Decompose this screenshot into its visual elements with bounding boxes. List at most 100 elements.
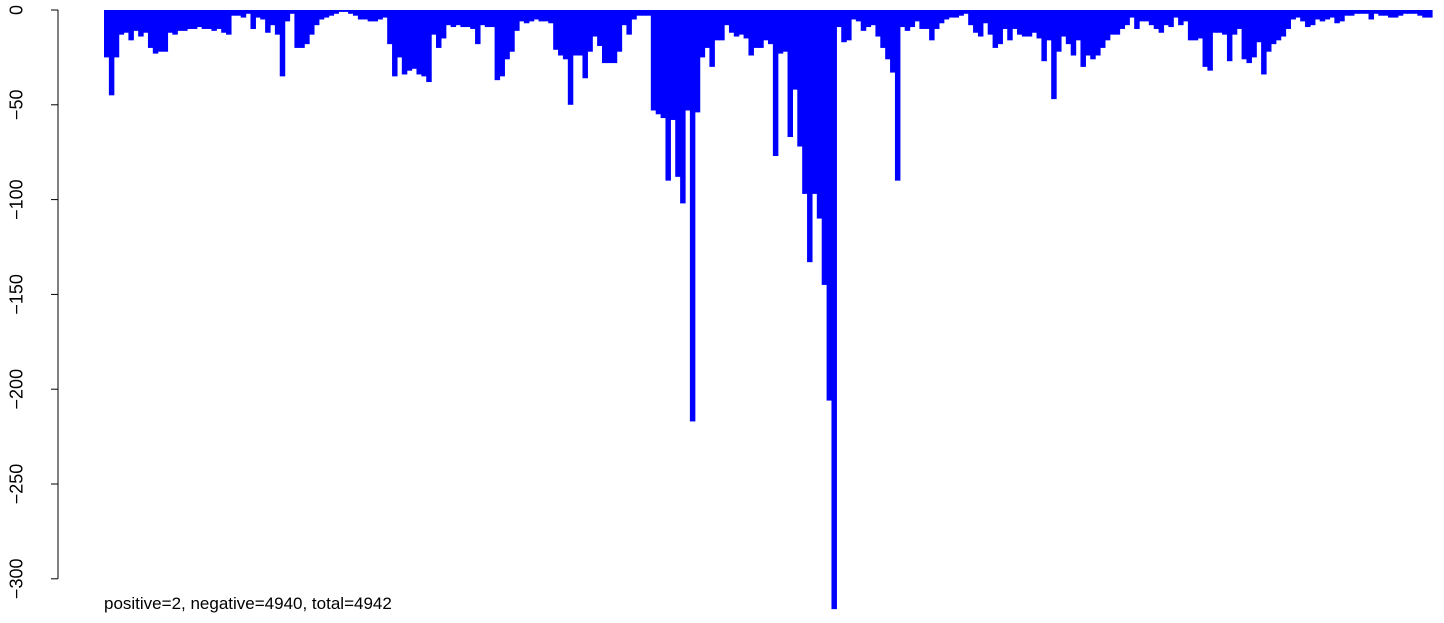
bar [367,10,374,22]
bar [953,10,960,18]
bar [489,10,496,28]
bar [1378,10,1384,16]
bar [1427,10,1433,18]
bar [1085,10,1091,56]
bar [665,10,671,181]
bar [938,10,945,24]
bar [694,10,701,113]
bar [1295,10,1301,18]
bar [987,10,994,35]
bar [426,10,432,83]
bar [894,10,901,181]
y-axis: 0 −50 −100 −150 −200 −250 −300 [6,5,59,599]
bar [977,10,984,37]
bar [919,10,925,29]
bar [201,10,208,29]
bar [167,10,173,33]
bar [553,10,559,50]
bar [865,10,872,28]
bar [479,10,486,26]
bar [1329,10,1335,18]
bar [816,10,823,219]
bar [1095,10,1101,56]
bar [1226,10,1233,62]
bar [1080,10,1086,67]
bar [1056,10,1062,52]
bar [1222,10,1228,35]
bar [558,10,564,56]
bar [1046,10,1052,41]
bar [1334,10,1340,24]
bar [811,10,818,194]
bar [1373,10,1379,14]
bar [733,10,740,37]
bar [274,10,281,35]
bar [1358,10,1365,14]
bar [279,10,286,77]
bar [1309,10,1316,26]
y-tick-label: −250 [6,464,26,505]
bar [138,10,144,37]
bar [875,10,881,37]
bar [1402,10,1409,14]
bar [1187,10,1194,41]
bar [660,10,667,119]
bar [465,10,471,28]
bar [1285,10,1292,29]
bar [1241,10,1248,60]
bar [1183,10,1189,22]
bars [104,10,1433,610]
bar [641,10,647,16]
bar [177,10,183,31]
bar [655,10,662,115]
bar [523,10,530,24]
bar [768,10,774,45]
bar [704,10,711,48]
bar [382,10,388,18]
bar [1339,10,1345,22]
bar [1090,10,1096,60]
bar [753,10,759,48]
bar [211,10,217,31]
bar [514,10,520,31]
y-tick-label: −100 [6,179,26,220]
bar [1148,10,1155,26]
bar [357,10,364,20]
bar [1021,10,1028,37]
bar [1246,10,1252,64]
bar [152,10,159,54]
bar [602,10,608,64]
bar [1119,10,1126,29]
bar [1280,10,1287,37]
bar [157,10,164,52]
bar [929,10,935,41]
bar [743,10,750,39]
bar [162,10,169,52]
bar [1139,10,1145,22]
bar [484,10,491,28]
bar [1173,10,1179,18]
bar [372,10,379,22]
bar [728,10,735,33]
bar [113,10,120,58]
bar [1158,10,1165,33]
bar [1324,10,1331,20]
bar [221,10,227,33]
bar [318,10,325,20]
bar [1070,10,1077,56]
bar [1407,10,1414,14]
bar [475,10,481,45]
bar [1026,10,1033,37]
bar [1104,10,1111,41]
bar [997,10,1003,45]
bar [313,10,320,26]
bar [650,10,657,111]
bar [597,10,603,47]
bar [455,10,462,26]
bar [182,10,188,31]
bar [899,10,906,28]
bar [1422,10,1428,18]
bar [1290,10,1296,20]
bar [963,10,969,14]
